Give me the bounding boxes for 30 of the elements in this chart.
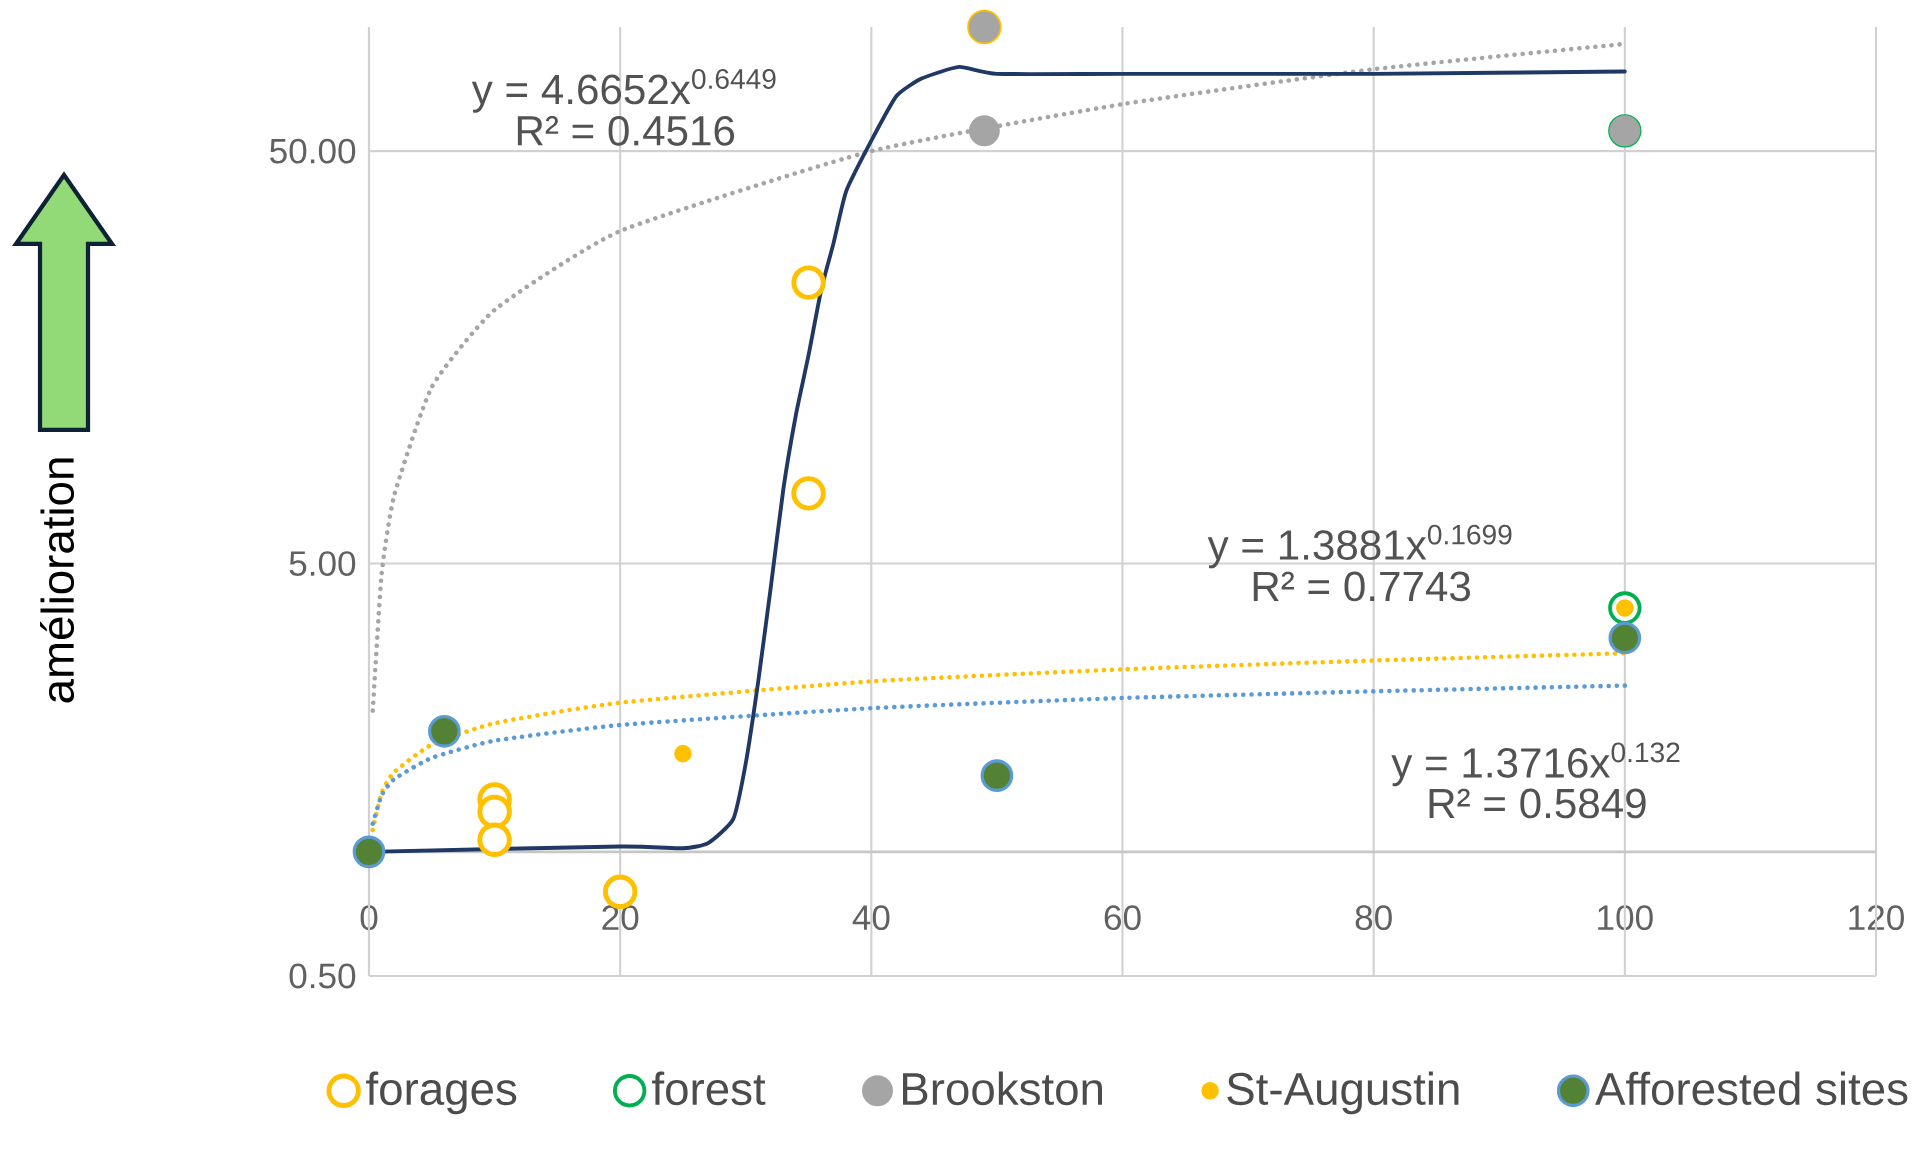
- point: [674, 744, 692, 763]
- point: [968, 115, 1000, 147]
- x-tick-label: 100: [1598, 905, 1653, 931]
- legend-label: St-Augustin: [1227, 1071, 1459, 1115]
- annotation: y = 4.6652x$^{0.6449}$: [471, 69, 776, 113]
- y-tick-label: 50.00: [270, 138, 356, 164]
- legend-label: forages: [366, 1071, 517, 1115]
- point: [791, 476, 826, 511]
- legend-label: forest: [652, 1071, 766, 1106]
- annotation: R² = 0.7743: [1253, 571, 1470, 602]
- x-tick-label: 60: [1104, 905, 1141, 931]
- legend-label: Brookston: [903, 1071, 1102, 1106]
- y-tick-label: 0.50: [289, 963, 356, 989]
- x-tick-label: 80: [1355, 905, 1392, 931]
- y-axis-title: amélioration: [39, 458, 75, 703]
- annotation: y = 1.3716x$^{0.132}$: [1391, 742, 1680, 787]
- annotation: R² = 0.5849: [1429, 788, 1646, 819]
- point: [477, 822, 512, 857]
- legend-label: Afforested sites: [1595, 1071, 1908, 1106]
- annotation: R² = 0.4516: [517, 115, 735, 146]
- y-tick-label: 5.00: [289, 551, 356, 576]
- point: [352, 835, 386, 869]
- x-tick-label: 20: [602, 905, 639, 931]
- point: [428, 714, 461, 748]
- point: [1608, 621, 1642, 655]
- x-tick-label: 120: [1849, 905, 1904, 931]
- annotation: y = 1.3881x$^{0.1699}$: [1207, 524, 1512, 569]
- x-tick-label: 40: [852, 905, 890, 931]
- point: [980, 759, 1014, 793]
- point: [791, 265, 826, 300]
